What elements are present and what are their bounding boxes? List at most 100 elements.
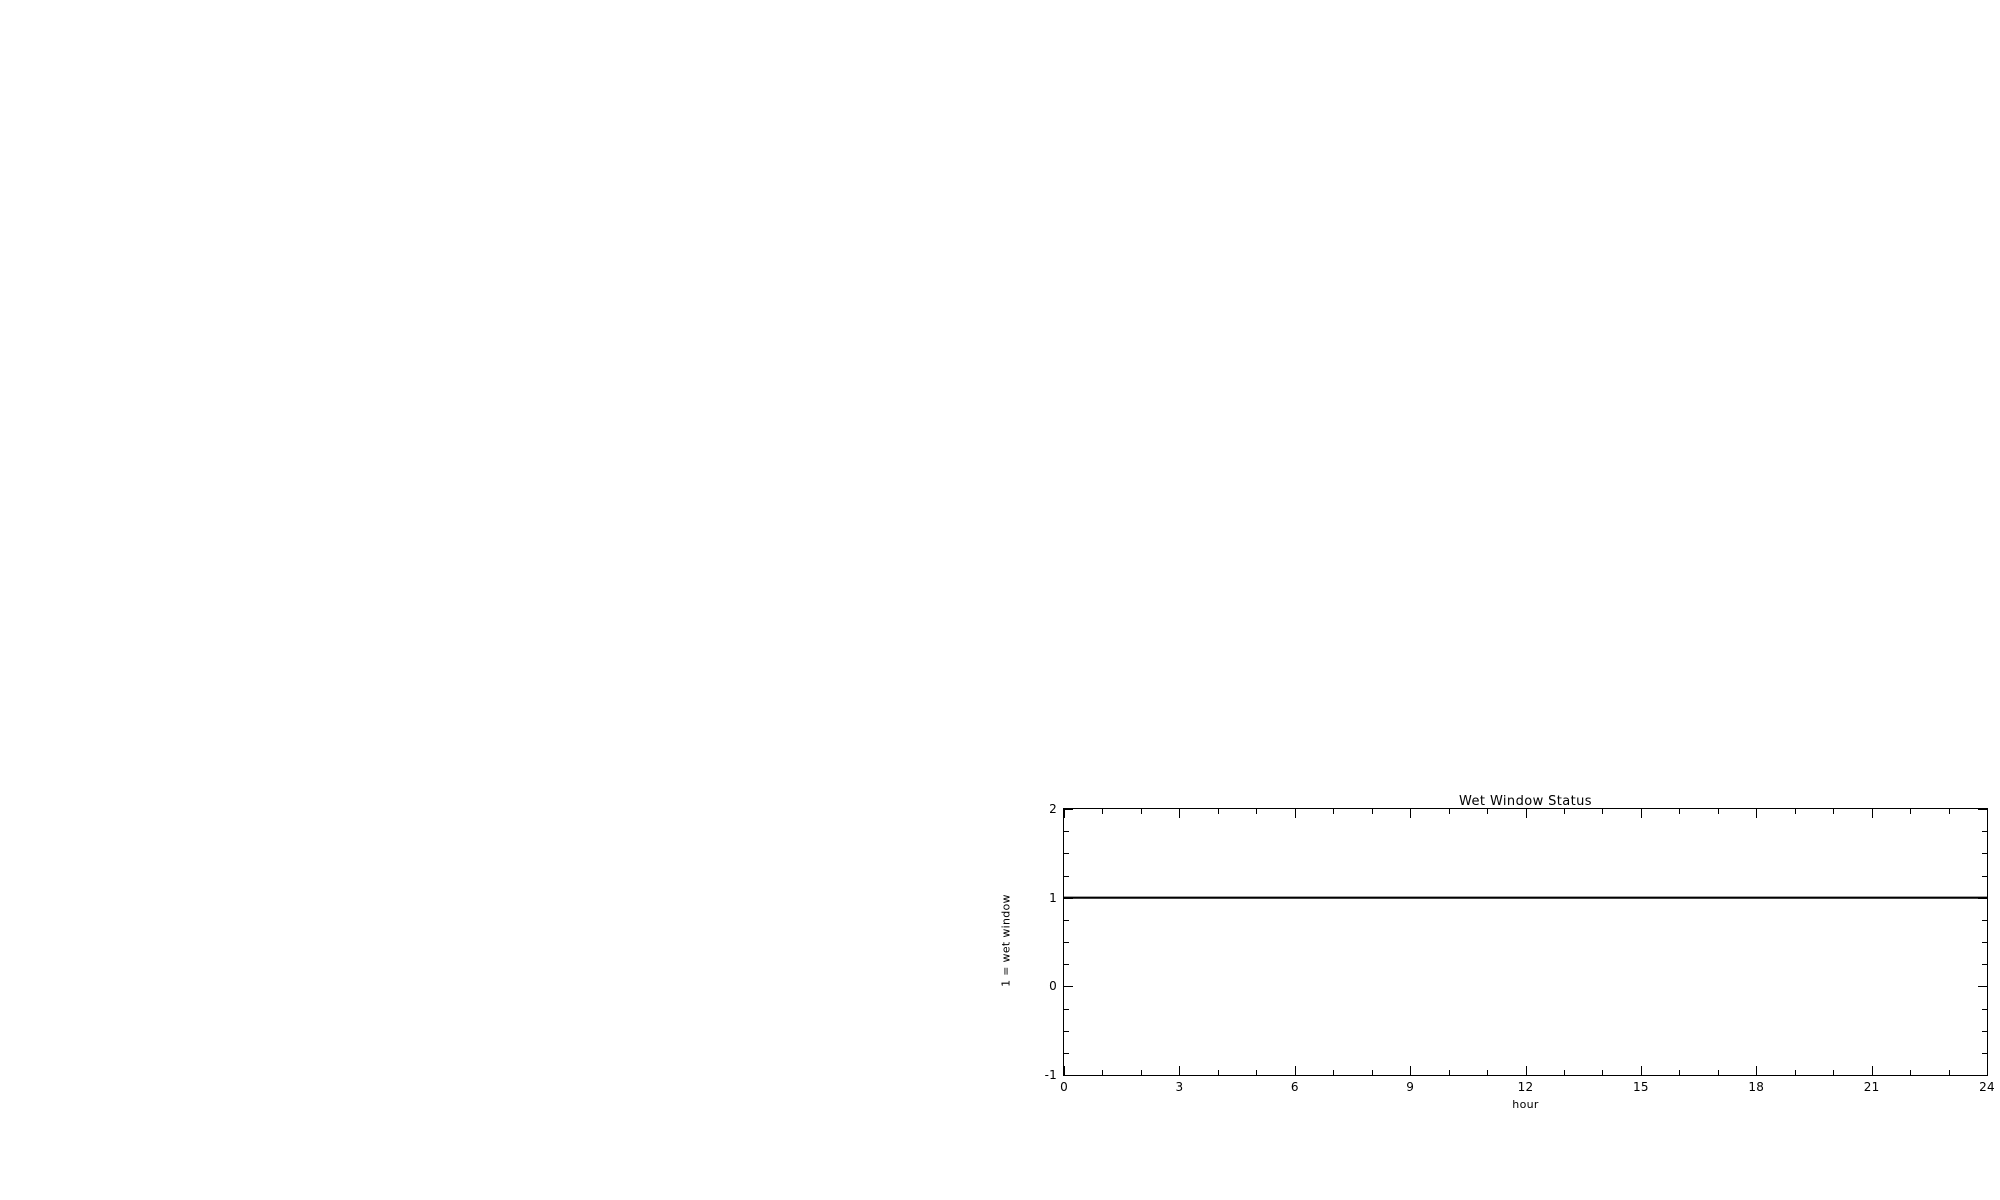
chart-title-ambient-temperature: Ambient Temperature <box>443 398 592 413</box>
series-envelope <box>56 110 979 251</box>
plot-canvas-blackbody-temperature <box>56 809 979 1075</box>
xtick-label: 15 <box>1633 288 1649 302</box>
series-envelope <box>1064 442 1987 533</box>
xtick-label: 21 <box>855 684 872 698</box>
ytick-label: 200 <box>25 672 49 686</box>
plot-canvas-lwp <box>1064 17 1987 283</box>
data-series-lwp <box>1064 119 1987 270</box>
series-envelope <box>56 470 979 523</box>
ytick-label: 0.4 <box>29 169 49 184</box>
chart-title-ambient-relative-humidity: Ambient Relative Humidity <box>1433 398 1618 413</box>
xtick-label: 18 <box>740 684 757 698</box>
plot-canvas-ambient-relative-humidity <box>1064 413 1987 679</box>
ytick-label: 0 <box>1049 979 1057 994</box>
plot-area-blackbody-temperature <box>55 808 980 1076</box>
series-envelope <box>56 115 979 255</box>
x-axis-label-lwp: hour <box>1512 306 1539 319</box>
plot-area-ambient-temperature <box>55 412 980 680</box>
chart-title-pwv: PWV <box>502 2 533 17</box>
ytick-label: 60 <box>1041 512 1057 527</box>
xtick-label: 15 <box>1633 684 1649 698</box>
ytick-label: 100 <box>1033 180 1057 195</box>
xtick-label: 24 <box>971 288 987 302</box>
xtick-label: 3 <box>1175 1080 1184 1094</box>
xtick-label: 15 <box>625 684 641 698</box>
ytick-label: 2 <box>1049 802 1057 816</box>
xtick-label: 15 <box>625 288 641 302</box>
xtick-label: 0 <box>52 684 60 698</box>
x-axis-label-pwv: hour <box>504 306 531 319</box>
plot-canvas-ambient-temperature <box>56 413 979 679</box>
xtick-label: 21 <box>855 288 872 302</box>
plot-canvas-wet-window-status <box>1064 809 1987 1075</box>
xtick-label: 18 <box>740 1080 757 1094</box>
ytick-label: 200 <box>1033 112 1057 127</box>
xtick-label: 12 <box>1517 1080 1534 1094</box>
plot-area-wet-window-status <box>1063 808 1988 1076</box>
y-axis-label-ambient-temperature: ambient temp(K) <box>0 495 5 594</box>
ytick-label: 300 <box>1033 44 1057 59</box>
plot-canvas-pwv <box>56 17 979 283</box>
ytick-label: 260 <box>25 472 49 487</box>
y-axis-label-blackbody-temperature: blackbody temp (K) <box>0 883 5 998</box>
chart-title-blackbody-temperature: Blackbody Temperature <box>436 794 599 809</box>
legend-entry-slave: BB temp Slave <box>185 870 341 892</box>
xtick-label: 21 <box>1863 288 1880 302</box>
ytick-label: 0.2 <box>29 222 49 237</box>
xtick-label: 21 <box>1863 1080 1880 1094</box>
ytick-label: 40 <box>1041 565 1057 580</box>
xtick-label: 9 <box>1406 684 1415 698</box>
plot-area-pwv <box>55 16 980 284</box>
xtick-label: 9 <box>398 288 407 302</box>
xtick-label: 15 <box>1633 1080 1649 1094</box>
xtick-label: 6 <box>1290 1080 1299 1094</box>
xtick-label: 12 <box>1517 684 1534 698</box>
ytick-label: 100 <box>1033 406 1057 420</box>
xtick-label: 3 <box>167 1080 176 1094</box>
series-envelope <box>56 469 979 522</box>
ytick-label: -1 <box>1044 1068 1057 1082</box>
series-envelope <box>1064 121 1987 265</box>
xtick-label: 12 <box>509 684 526 698</box>
y-axis-label-ambient-relative-humidity: ambient RH (%) <box>999 498 1013 591</box>
xtick-label: 18 <box>1748 288 1765 302</box>
xtick-label: 6 <box>282 684 291 698</box>
ytick-label: 80 <box>1041 459 1057 474</box>
ytick-label: 270 <box>25 1001 49 1016</box>
y-axis-label-lwp: LWP (g/m^2) <box>999 110 1013 187</box>
ytick-label: 0.8 <box>29 63 49 78</box>
x-axis-label-ambient-temperature: hour <box>504 702 531 715</box>
xtick-label: 9 <box>398 684 407 698</box>
ytick-label: 285 <box>25 802 49 816</box>
xtick-label: 24 <box>1979 684 1995 698</box>
xtick-label: 3 <box>1175 288 1184 302</box>
xtick-label: 0 <box>52 1080 60 1094</box>
y-axis-label-pwv: PWV (cm) <box>0 120 5 177</box>
ytick-label: 0 <box>1049 672 1057 686</box>
xtick-label: 21 <box>855 1080 872 1094</box>
ytick-label: 0.6 <box>29 116 49 131</box>
xtick-label: 12 <box>509 1080 526 1094</box>
xtick-label: 3 <box>1175 684 1184 698</box>
ytick-label: 275 <box>25 935 49 949</box>
ytick-label: 265 <box>25 1068 49 1082</box>
xtick-label: 9 <box>1406 1080 1415 1094</box>
data-series-pwv <box>56 111 979 255</box>
ytick-label: 20 <box>1041 618 1057 633</box>
ytick-label: 0.0 <box>29 276 49 290</box>
xtick-label: 9 <box>1406 288 1415 302</box>
plot-area-lwp <box>1063 16 1988 284</box>
xtick-label: 24 <box>971 684 987 698</box>
xtick-label: 24 <box>1979 1080 1995 1094</box>
xtick-label: 0 <box>1060 288 1068 302</box>
legend-entry-master: BB temp Master <box>185 844 355 866</box>
x-axis-label-wet-window-status: hour <box>1512 1098 1539 1111</box>
xtick-label: 24 <box>1979 288 1995 302</box>
ytick-label: 280 <box>25 406 49 420</box>
xtick-label: 12 <box>509 288 526 302</box>
chart-title-lwp: LWP <box>1511 2 1540 17</box>
